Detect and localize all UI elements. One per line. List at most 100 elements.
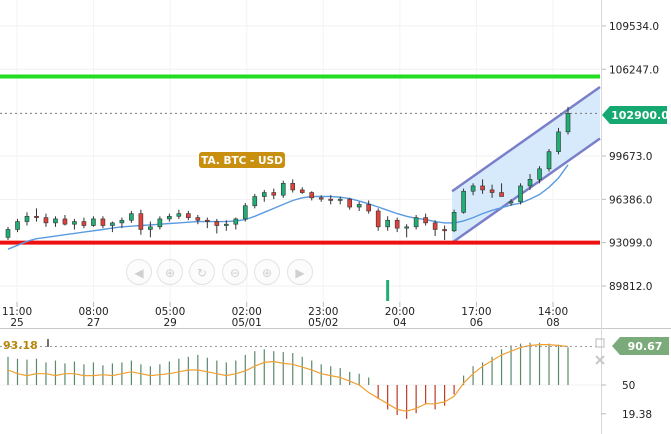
candle-down bbox=[62, 218, 68, 225]
price-tick-label: 99673.0 bbox=[609, 151, 652, 163]
current-price-label: 102900.0 bbox=[611, 109, 669, 122]
candle-up bbox=[5, 229, 11, 238]
candle-down bbox=[499, 192, 504, 197]
candle-down bbox=[423, 217, 428, 224]
price-tick-label: 106247.0 bbox=[609, 64, 659, 76]
candle-down bbox=[366, 204, 371, 212]
oscillator-tag-label: 90.67 bbox=[628, 340, 663, 353]
candle-up bbox=[176, 213, 182, 217]
oscillator-tick-label: 19.38 bbox=[622, 409, 652, 421]
candle-down bbox=[375, 210, 381, 228]
candle-up bbox=[148, 226, 153, 230]
panel-settings-icon[interactable] bbox=[595, 338, 605, 348]
candle-up bbox=[252, 196, 258, 207]
candle-up bbox=[385, 219, 390, 228]
candle-up bbox=[404, 226, 409, 229]
candle-up bbox=[546, 151, 552, 170]
date-label: 05/01 bbox=[232, 317, 262, 329]
candle-up bbox=[15, 221, 20, 230]
candle-down bbox=[299, 189, 305, 193]
date-label: 08 bbox=[546, 317, 559, 329]
oscillator-value: 93.18 bbox=[3, 339, 38, 352]
date-label: 29 bbox=[163, 317, 176, 329]
zoom-in-icon[interactable]: ⊕ bbox=[254, 259, 280, 285]
oscillator-value-tag: 90.67 bbox=[612, 337, 669, 355]
time-label: 08:00 bbox=[78, 306, 108, 318]
candle-up bbox=[527, 179, 533, 187]
date-label: 25 bbox=[10, 317, 23, 329]
candle-up bbox=[242, 205, 248, 220]
date-label: 05/02 bbox=[308, 317, 338, 329]
time-label: 23:00 bbox=[308, 306, 338, 318]
time-label: 02:00 bbox=[232, 306, 262, 318]
candle-up bbox=[224, 223, 229, 226]
current-price-tag-bg bbox=[602, 106, 667, 124]
candle-up bbox=[129, 213, 134, 221]
candle-down bbox=[394, 219, 400, 229]
candle-up bbox=[280, 183, 286, 196]
candle-down bbox=[100, 218, 106, 226]
trend-channel-upper-line bbox=[451, 86, 601, 193]
candle-down bbox=[328, 198, 334, 201]
price-tick-label: 96386.0 bbox=[609, 194, 652, 206]
candle-up bbox=[451, 212, 457, 232]
time-label: 20:00 bbox=[385, 306, 415, 318]
candle-up bbox=[461, 190, 466, 213]
candle-down bbox=[290, 183, 296, 191]
candle-up bbox=[53, 218, 58, 224]
trend-channel-band bbox=[452, 87, 600, 243]
candle-down bbox=[43, 217, 49, 224]
candle-up bbox=[565, 113, 571, 133]
close-panel-icon[interactable] bbox=[595, 355, 605, 365]
candle-up bbox=[91, 218, 96, 226]
price-tick-label: 109534.0 bbox=[609, 21, 659, 33]
zoom-out-icon[interactable]: ⊖ bbox=[222, 259, 248, 285]
candle-down bbox=[205, 219, 210, 222]
candle-down bbox=[214, 221, 220, 226]
arrow-left-icon[interactable]: ◀ bbox=[126, 259, 152, 285]
candle-up bbox=[518, 185, 523, 203]
candle-up bbox=[24, 215, 30, 222]
oscillator-axis: 50 19.38 bbox=[601, 380, 652, 421]
date-label: 27 bbox=[87, 317, 100, 329]
instrument-title-badge: TA. BTC - USD bbox=[199, 152, 285, 168]
current-price-tag: 102900.0 bbox=[602, 106, 669, 124]
candle-up bbox=[119, 219, 125, 224]
trend-channel-lower-line bbox=[451, 137, 601, 244]
oscillator-signal-line bbox=[7, 344, 569, 412]
time-label: 17:00 bbox=[461, 306, 491, 318]
zoom-reset-icon[interactable]: ↻ bbox=[189, 259, 215, 285]
candle-down bbox=[186, 213, 191, 218]
candle-down bbox=[195, 217, 201, 221]
candle-down bbox=[489, 189, 495, 193]
candle-up bbox=[470, 185, 476, 192]
moving-average-line bbox=[7, 164, 569, 250]
candle-up bbox=[261, 192, 267, 197]
candle-up bbox=[337, 198, 343, 201]
candlesticks bbox=[5, 106, 571, 241]
candle-up bbox=[72, 221, 77, 225]
candle-down bbox=[432, 222, 438, 230]
volume-spike-marker bbox=[386, 280, 390, 301]
candle-down bbox=[318, 197, 324, 200]
oscillator-panel bbox=[0, 342, 600, 419]
time-label: 11:00 bbox=[2, 306, 32, 318]
candle-up bbox=[356, 204, 362, 208]
candle-up bbox=[413, 217, 419, 228]
candle-up bbox=[167, 215, 172, 220]
zoom-in-icon[interactable]: ⊕ bbox=[157, 259, 183, 285]
candle-down bbox=[271, 192, 277, 196]
candle-down bbox=[81, 221, 87, 226]
candle-up bbox=[508, 201, 514, 204]
price-tick-label: 89812.0 bbox=[609, 281, 652, 293]
time-label: 14:00 bbox=[538, 306, 568, 318]
date-label: 04 bbox=[393, 317, 407, 329]
instrument-title-bg bbox=[199, 152, 285, 168]
candle-up bbox=[556, 131, 561, 152]
candle-down bbox=[309, 192, 315, 199]
date-label: 06 bbox=[470, 317, 484, 329]
candle-up bbox=[537, 168, 542, 180]
arrow-right-icon[interactable]: ▶ bbox=[287, 259, 313, 285]
